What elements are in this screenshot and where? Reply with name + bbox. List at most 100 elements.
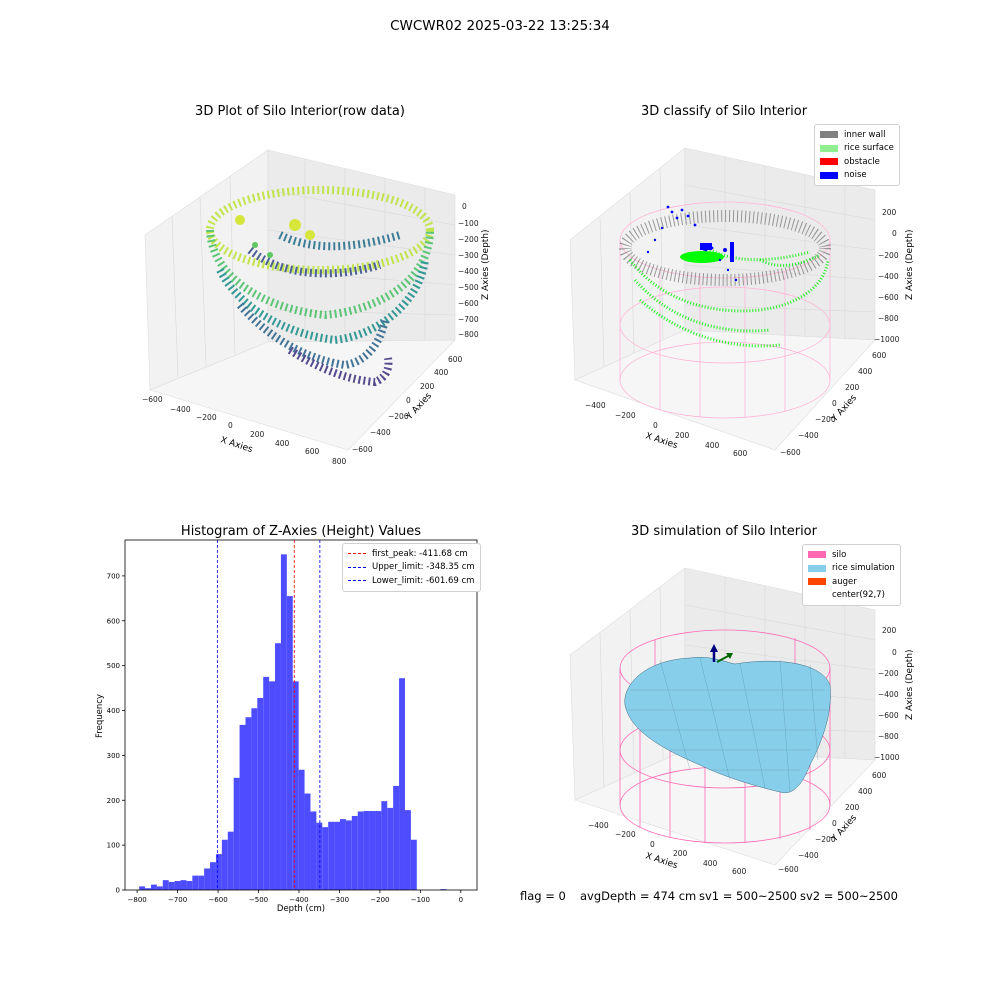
legend-label: silo xyxy=(832,549,847,560)
simulation-x-tick: 0 xyxy=(650,840,655,849)
raw-y-tick: 0 xyxy=(406,396,411,405)
histogram-bar xyxy=(150,884,157,890)
simulation-z-tick: −1000 xyxy=(874,753,900,762)
legend-swatch xyxy=(820,158,838,166)
histogram-x-tick-label: −700 xyxy=(168,896,187,904)
simulation-rice-surface xyxy=(624,657,831,793)
histogram-bar xyxy=(257,697,264,890)
histogram-x-tick-label: −300 xyxy=(330,896,349,904)
raw-x-tick: −200 xyxy=(196,413,217,422)
histogram-y-tick-label: 300 xyxy=(107,752,120,760)
histogram-y-label: Frequency xyxy=(95,694,105,738)
raw-x-tick: 800 xyxy=(332,457,347,466)
classify-legend: inner wall rice surface obstacle noise xyxy=(814,124,900,186)
legend-entry-first-peak: first_peak: -411.68 cm xyxy=(348,547,475,561)
histogram-bar xyxy=(145,888,151,890)
auger-icon xyxy=(710,644,733,663)
histogram-title: Histogram of Z-Axies (Height) Values xyxy=(180,524,422,539)
legend-entry-center: center(92,7) xyxy=(808,589,895,603)
legend-label: Upper_limit: -348.35 cm xyxy=(372,562,475,573)
legend-swatch xyxy=(808,592,826,599)
legend-swatch xyxy=(820,171,838,179)
histogram-bar xyxy=(198,875,205,890)
raw-z-tick: −100 xyxy=(458,219,479,228)
histogram-bar xyxy=(328,821,335,890)
histogram-bar xyxy=(162,880,169,890)
classify-z-tick: −400 xyxy=(878,272,899,281)
raw-y-tick: 400 xyxy=(434,368,449,377)
histogram-bar xyxy=(387,807,394,890)
classify-x-tick: 200 xyxy=(675,431,690,440)
histogram-x-tick-label: 0 xyxy=(459,896,463,904)
classify-3d-panes xyxy=(569,147,876,451)
simulation-x-ticks: −400 −200 0 200 400 600 xyxy=(588,821,747,876)
classify-z-tick: 200 xyxy=(882,208,897,217)
raw-3d-plot: −600 −400 −200 0 200 400 600 800 X Axies… xyxy=(142,149,491,466)
histogram-bar xyxy=(399,678,405,890)
histogram-bar xyxy=(381,801,388,890)
classify-x-tick: −200 xyxy=(615,411,636,420)
simulation-x-tick: 200 xyxy=(673,849,688,858)
legend-entry-upper-limit: Upper_limit: -348.35 cm xyxy=(348,561,475,575)
histogram-bar xyxy=(204,868,211,890)
raw-x-tick: 400 xyxy=(275,439,290,448)
histogram-bar xyxy=(310,811,317,890)
classify-y-tick: 200 xyxy=(845,383,860,392)
histogram-x-tick-label: −800 xyxy=(128,896,147,904)
raw-z-tick: −400 xyxy=(458,267,479,276)
classify-rice-surface xyxy=(628,248,830,348)
histogram-bar xyxy=(340,819,346,890)
legend-entry-rice-surface: rice surface xyxy=(820,142,894,156)
histogram-y-tick-label: 200 xyxy=(107,797,120,805)
histogram-x-tick-label: −500 xyxy=(249,896,268,904)
histogram-bar xyxy=(322,827,329,890)
histogram-bar xyxy=(215,854,222,890)
histogram-bar xyxy=(345,820,352,890)
classify-y-ticks: −600 −400 −200 0 200 400 600 xyxy=(780,351,887,457)
classify-y-label: Y Axies xyxy=(829,393,859,425)
simulation-y-tick: −600 xyxy=(778,865,799,874)
raw-y-tick: 200 xyxy=(420,382,435,391)
classify-inner-wall xyxy=(619,210,831,286)
legend-swatch xyxy=(808,551,826,559)
histogram-x-tick-label: −400 xyxy=(289,896,308,904)
raw-point-highlights xyxy=(235,215,315,258)
simulation-z-label: Z Axies (Depth) xyxy=(905,649,915,720)
histogram-y-tick-label: 0 xyxy=(116,887,120,895)
histogram-y-tick-label: 400 xyxy=(107,707,120,715)
histogram-bar xyxy=(233,777,240,890)
avg-depth-readout: avgDepth = 474 cm xyxy=(580,889,697,903)
simulation-y-ticks: −600 −400 −200 0 200 400 600 xyxy=(778,771,887,874)
simulation-z-tick: −600 xyxy=(878,711,899,720)
classify-3d-plot: −400 −200 0 200 400 600 X Axies −600 −40… xyxy=(569,147,915,458)
histogram-bar xyxy=(404,810,411,890)
legend-line xyxy=(348,580,366,582)
histogram-bar xyxy=(221,839,228,890)
legend-entry-inner-wall: inner wall xyxy=(820,128,894,142)
raw-x-tick: −400 xyxy=(170,405,191,414)
raw-z-label: Z Axies (Depth) xyxy=(481,229,491,300)
raw-plot-title: 3D Plot of Silo Interior(row data) xyxy=(195,104,405,119)
simulation-3d-plot: −400 −200 0 200 400 600 X Axies −600 −40… xyxy=(569,567,915,876)
legend-label: rice simulation xyxy=(832,563,895,574)
histogram-x-ticks: −800 −700 −600 −500 −400 −300 −200 −100 0 xyxy=(128,890,463,904)
histogram-y-ticks: 0 100 200 300 400 500 600 700 xyxy=(107,572,125,895)
legend-line xyxy=(348,566,366,568)
simulation-z-tick: −200 xyxy=(878,669,899,678)
legend-label: rice surface xyxy=(844,143,894,154)
histogram-bar xyxy=(410,839,417,890)
simulation-z-tick: −400 xyxy=(878,690,899,699)
raw-y-tick: −400 xyxy=(370,428,391,437)
classify-z-tick: −600 xyxy=(878,293,899,302)
histogram-bar xyxy=(168,881,175,890)
histogram-bar xyxy=(174,881,181,890)
raw-3d-panes xyxy=(144,149,456,451)
histogram-bar xyxy=(292,681,299,890)
classify-x-tick: 600 xyxy=(733,449,748,458)
histogram-bar xyxy=(357,811,364,890)
histogram-bar xyxy=(440,889,447,890)
simulation-z-tick: 200 xyxy=(882,626,897,635)
legend-entry-silo: silo xyxy=(808,548,895,562)
legend-entry-rice-simulation: rice simulation xyxy=(808,562,895,576)
raw-y-tick: 600 xyxy=(448,355,463,364)
